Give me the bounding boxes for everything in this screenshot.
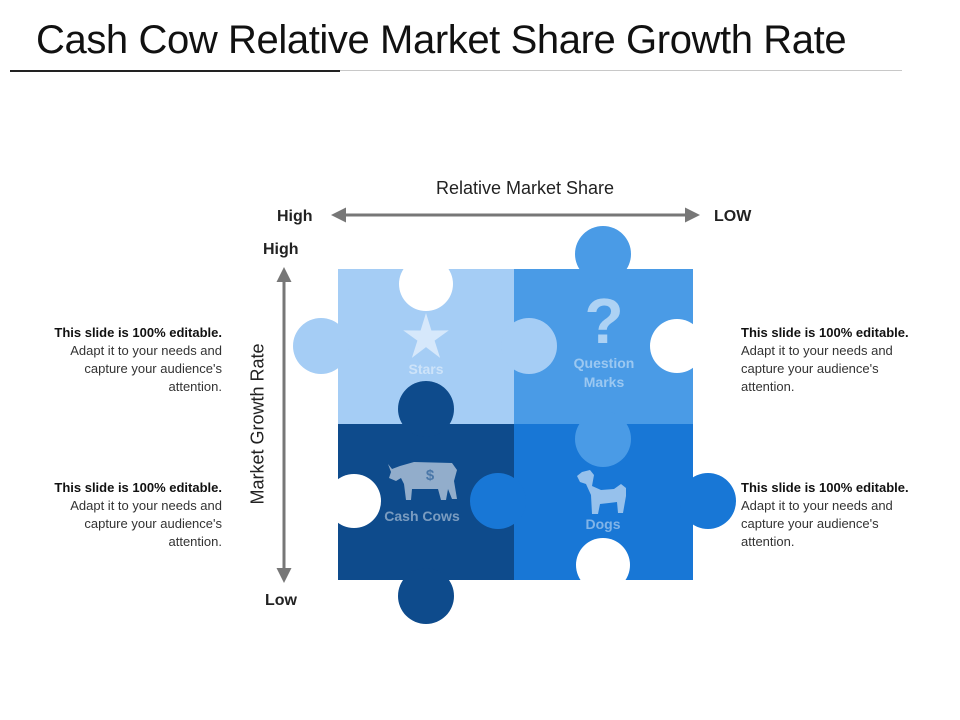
- note-text: Adapt it to your needs and capture your …: [741, 343, 893, 394]
- dogs-right-tab: [680, 473, 736, 529]
- cash-cows-top-tab: [398, 381, 454, 437]
- title-underline: [10, 70, 340, 72]
- dogs-left-tab: [470, 473, 526, 529]
- stars-top-notch: [399, 257, 453, 311]
- title-divider: [340, 70, 902, 71]
- stars-label: Stars: [408, 361, 444, 377]
- star-icon: [403, 313, 449, 358]
- question-marks-bottom-tab: [575, 411, 631, 467]
- cash-cows-bottom-tab: [398, 568, 454, 624]
- stars-right-tab: [501, 318, 557, 374]
- stars-left-tab: [293, 318, 349, 374]
- note-bottom-left: This slide is 100% editable. Adapt it to…: [42, 479, 222, 551]
- note-bold: This slide is 100% editable.: [54, 480, 222, 495]
- vertical-axis-low-label: Low: [265, 592, 297, 609]
- note-bottom-right: This slide is 100% editable. Adapt it to…: [741, 479, 921, 551]
- note-bold: This slide is 100% editable.: [54, 325, 222, 340]
- note-top-right: This slide is 100% editable. Adapt it to…: [741, 324, 921, 396]
- horizontal-axis-high-label: High: [277, 208, 313, 225]
- dogs-label: Dogs: [585, 516, 621, 532]
- note-text: Adapt it to your needs and capture your …: [741, 498, 893, 549]
- note-bold: This slide is 100% editable.: [741, 325, 909, 340]
- note-text: Adapt it to your needs and capture your …: [70, 343, 222, 394]
- cash-cows-label: Cash Cows: [384, 508, 460, 524]
- dogs-bottom-notch: [576, 538, 630, 592]
- svg-text:$: $: [426, 467, 435, 484]
- note-bold: This slide is 100% editable.: [741, 480, 909, 495]
- horizontal-axis-low-label: LOW: [714, 208, 752, 225]
- note-top-left: This slide is 100% editable. Adapt it to…: [42, 324, 222, 396]
- question-marks-label: Question Marks: [573, 355, 635, 390]
- vertical-axis-high-label: High: [263, 241, 299, 258]
- cash-cows-left-notch: [327, 474, 381, 528]
- question-marks-top-tab: [575, 226, 631, 282]
- slide-title: Cash Cow Relative Market Share Growth Ra…: [36, 18, 847, 62]
- horizontal-axis-title: Relative Market Share: [435, 178, 615, 198]
- cow-icon: $: [388, 462, 457, 500]
- dog-icon: [577, 470, 626, 514]
- question-mark-icon: ?: [584, 285, 623, 357]
- question-marks-right-notch: [650, 319, 704, 373]
- note-text: Adapt it to your needs and capture your …: [70, 498, 222, 549]
